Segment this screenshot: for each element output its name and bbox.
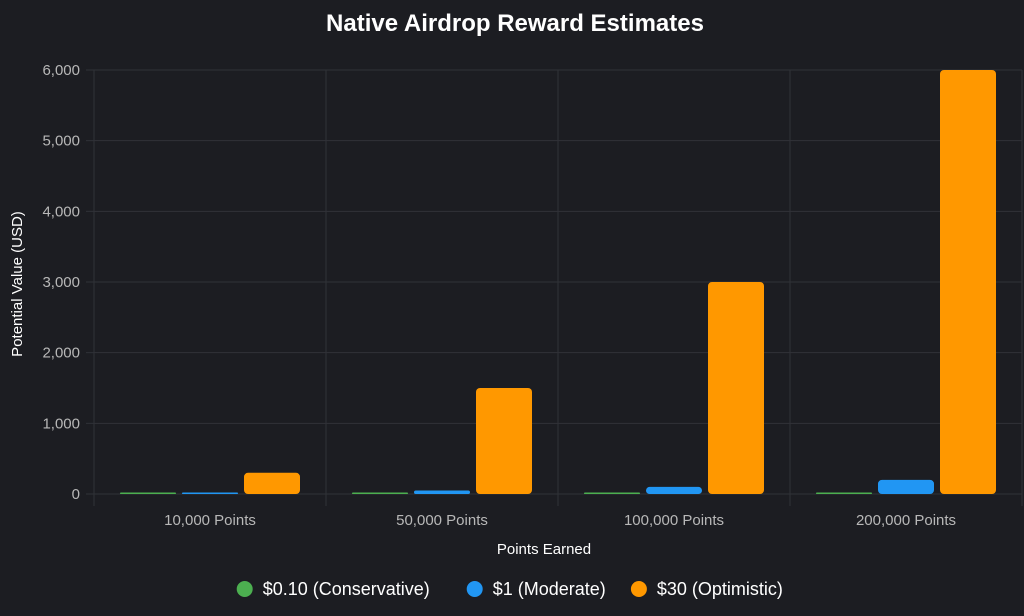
y-tick-label: 6,000 xyxy=(42,62,80,79)
bar xyxy=(244,472,300,494)
y-tick-label: 1,000 xyxy=(42,415,80,432)
y-tick-label: 4,000 xyxy=(42,203,80,220)
grid-lines xyxy=(86,69,1023,506)
legend-label: $0.10 (Conservative) xyxy=(263,579,430,599)
bar xyxy=(940,70,996,494)
bar xyxy=(476,388,532,494)
y-tick-label: 3,000 xyxy=(42,274,80,291)
x-axis-label: Points Earned xyxy=(497,541,591,558)
x-tick-label: 50,000 Points xyxy=(396,512,488,529)
legend-swatch xyxy=(630,581,647,597)
x-axis-ticks: 10,000 Points 50,000 Points 100,000 Points… xyxy=(164,512,956,529)
legend-label: $30 (Optimistic) xyxy=(657,579,783,599)
legend-swatch xyxy=(236,581,253,597)
x-tick-label: 200,000 Points xyxy=(856,512,956,529)
bar xyxy=(352,492,408,494)
legend-label: $1 (Moderate) xyxy=(493,579,606,599)
chart-title: Native Airdrop Reward Estimates xyxy=(326,10,704,37)
y-tick-label: 5,000 xyxy=(42,133,80,150)
y-axis-ticks: 0 1,000 2,000 3,000 4,000 5,000 6,000 xyxy=(42,62,80,503)
legend-swatch xyxy=(466,581,483,597)
bars xyxy=(120,70,996,494)
bar xyxy=(816,492,872,494)
bar xyxy=(584,492,640,494)
bar xyxy=(120,492,176,494)
bar xyxy=(414,490,470,494)
bar xyxy=(708,282,764,494)
y-tick-label: 0 xyxy=(72,486,80,503)
legend: $0.10 (Conservative) $1 (Moderate) $30 (Op… xyxy=(236,579,783,599)
x-tick-label: 100,000 Points xyxy=(624,512,724,529)
bar xyxy=(878,479,934,494)
bar xyxy=(646,486,702,494)
bar xyxy=(182,492,238,494)
y-axis-label: Potential Value (USD) xyxy=(9,211,26,357)
x-tick-label: 10,000 Points xyxy=(164,512,256,529)
y-tick-label: 2,000 xyxy=(42,345,80,362)
